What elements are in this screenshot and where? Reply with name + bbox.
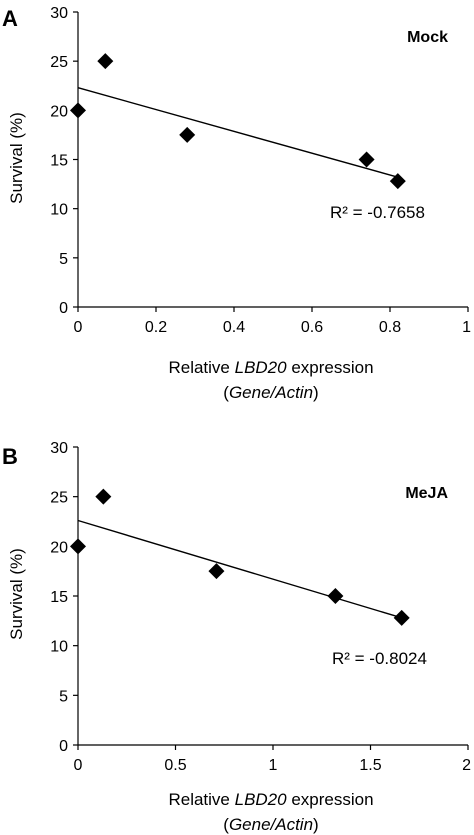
y-tick-label: 5 bbox=[59, 688, 68, 705]
trendline bbox=[77, 87, 398, 178]
data-point bbox=[70, 538, 86, 555]
data-point bbox=[393, 609, 410, 626]
x-tick-label: 1.5 bbox=[359, 757, 381, 774]
panel-a: A Mock R² = -0.7658 Survival (%) Relativ… bbox=[2, 5, 471, 402]
treatment-label-mock: Mock bbox=[407, 29, 448, 46]
data-point bbox=[389, 173, 406, 190]
y-tick-label: 15 bbox=[50, 589, 68, 606]
x-tick-label: 2 bbox=[462, 757, 471, 774]
x-axis-title-b-line1: Relative LBD20 expression bbox=[168, 790, 373, 809]
data-point bbox=[97, 53, 114, 70]
y-tick-label: 25 bbox=[50, 54, 68, 71]
panel-letter-a: A bbox=[2, 6, 18, 31]
y-axis-title-a: Survival (%) bbox=[7, 112, 26, 204]
y-tick-label: 0 bbox=[59, 738, 68, 755]
y-tick-label: 5 bbox=[59, 251, 68, 268]
x-tick-label: 0.2 bbox=[145, 319, 167, 336]
panel-b: B MeJA R² = -0.8024 Survival (%) Relativ… bbox=[2, 440, 471, 834]
x-axis-title-a-line1: Relative LBD20 expression bbox=[168, 358, 373, 377]
panel-letter-b: B bbox=[2, 444, 18, 469]
y-axis-title-b: Survival (%) bbox=[7, 548, 26, 640]
y-tick-label: 25 bbox=[50, 490, 68, 507]
y-tick-label: 10 bbox=[50, 202, 68, 219]
data-point bbox=[208, 563, 225, 580]
y-tick-label: 15 bbox=[50, 153, 68, 170]
x-tick-label: 0.6 bbox=[301, 319, 323, 336]
x-axis-title-a-line2: (Gene/Actin) bbox=[223, 383, 318, 402]
x-tick-label: 0 bbox=[74, 757, 83, 774]
data-point bbox=[327, 588, 344, 604]
x-tick-label: 1 bbox=[269, 757, 278, 774]
trendline bbox=[77, 519, 402, 619]
data-point bbox=[358, 151, 375, 168]
r-squared-label-b: R² = -0.8024 bbox=[332, 649, 427, 668]
x-tick-label: 0.4 bbox=[223, 319, 245, 336]
x-tick-label: 1 bbox=[462, 319, 471, 336]
y-tick-label: 0 bbox=[59, 300, 68, 317]
x-tick-label: 0 bbox=[74, 319, 83, 336]
y-tick-label: 20 bbox=[50, 539, 68, 556]
y-tick-label: 30 bbox=[50, 5, 68, 22]
y-tick-label: 10 bbox=[50, 639, 68, 656]
x-axis-title-b-line2: (Gene/Actin) bbox=[223, 815, 318, 834]
treatment-label-meja: MeJA bbox=[405, 485, 448, 502]
r-squared-label-a: R² = -0.7658 bbox=[330, 203, 425, 222]
x-tick-label: 0.5 bbox=[164, 757, 186, 774]
y-tick-label: 30 bbox=[50, 440, 68, 457]
data-point bbox=[95, 488, 112, 505]
y-tick-label: 20 bbox=[50, 103, 68, 120]
x-tick-label: 0.8 bbox=[379, 319, 401, 336]
data-point bbox=[179, 126, 196, 143]
data-point bbox=[70, 102, 86, 119]
